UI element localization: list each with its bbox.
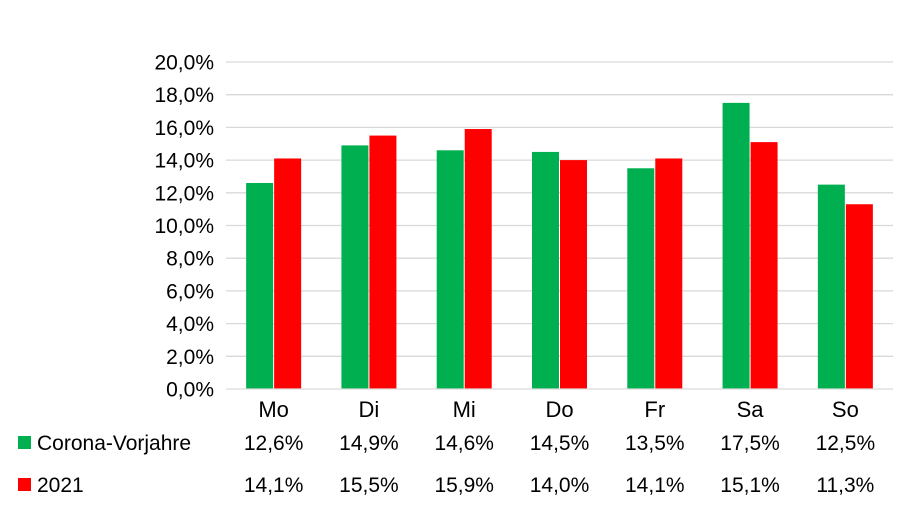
y-tick-label: 4,0% [166, 313, 214, 336]
y-tick-label: 8,0% [166, 248, 214, 271]
y-tick-label: 20,0% [154, 52, 214, 75]
category-label-di: Di [359, 397, 380, 422]
data-label: 15,5% [339, 474, 399, 497]
category-label-do: Do [545, 397, 573, 422]
gridlines [226, 61, 893, 357]
y-tick-label: 2,0% [166, 346, 214, 369]
data-label: 12,6% [244, 432, 304, 455]
y-tick-label: 6,0% [166, 280, 214, 303]
data-label: 15,9% [434, 474, 494, 497]
category-label-sa: Sa [737, 397, 765, 422]
y-tick-label: 16,0% [154, 117, 214, 140]
category-label-so: So [832, 397, 859, 422]
legend-key-2 [18, 478, 31, 491]
data-label: 14,6% [434, 432, 494, 455]
category-labels: Mo Di Mi Do Fr Sa So [258, 397, 858, 422]
bars [246, 102, 873, 389]
bar-mi-series-2 [464, 129, 492, 389]
data-label: 14,1% [625, 474, 685, 497]
data-table: Corona-Vorjahre 12,6% 14,9% 14,6% 14,5% 13,5%… [18, 432, 875, 497]
bar-sa-series-1 [722, 102, 750, 389]
data-label: 14,0% [530, 474, 590, 497]
data-label: 15,1% [720, 474, 780, 497]
y-axis-ticks: 0,0% 2,0% 4,0% 6,0% 8,0% 10,0% 12,0% 14,0% 16,0%… [154, 52, 214, 402]
y-tick-label: 18,0% [154, 84, 214, 107]
y-tick-label: 10,0% [154, 215, 214, 238]
data-label: 17,5% [720, 432, 780, 455]
data-label: 14,9% [339, 432, 399, 455]
bar-sa-series-2 [750, 142, 778, 389]
data-label: 11,3% [816, 474, 874, 497]
y-tick-label: 0,0% [166, 379, 214, 402]
legend-key-1 [18, 436, 31, 449]
category-label-mi: Mi [453, 397, 476, 422]
bar-di-series-1 [341, 145, 369, 389]
legend-label-2: 2021 [37, 474, 84, 497]
data-label: 13,5% [625, 432, 685, 455]
data-label: 12,5% [816, 432, 876, 455]
bar-di-series-2 [369, 135, 397, 389]
bar-do-series-1 [532, 151, 559, 389]
bar-fr-series-1 [627, 168, 655, 389]
bar-mo-series-1 [246, 182, 274, 389]
data-label: 14,1% [244, 474, 304, 497]
category-label-mo: Mo [258, 397, 289, 422]
data-label: 14,5% [530, 432, 590, 455]
y-tick-label: 12,0% [154, 182, 214, 205]
bar-so-series-2 [845, 204, 873, 389]
bar-mi-series-1 [436, 150, 464, 389]
bar-do-series-2 [560, 160, 587, 389]
bar-mo-series-2 [274, 158, 302, 389]
y-tick-label: 14,0% [154, 150, 214, 173]
legend-label-1: Corona-Vorjahre [37, 432, 191, 455]
category-label-fr: Fr [644, 397, 665, 422]
bar-so-series-1 [817, 184, 845, 389]
bar-fr-series-2 [655, 158, 683, 389]
